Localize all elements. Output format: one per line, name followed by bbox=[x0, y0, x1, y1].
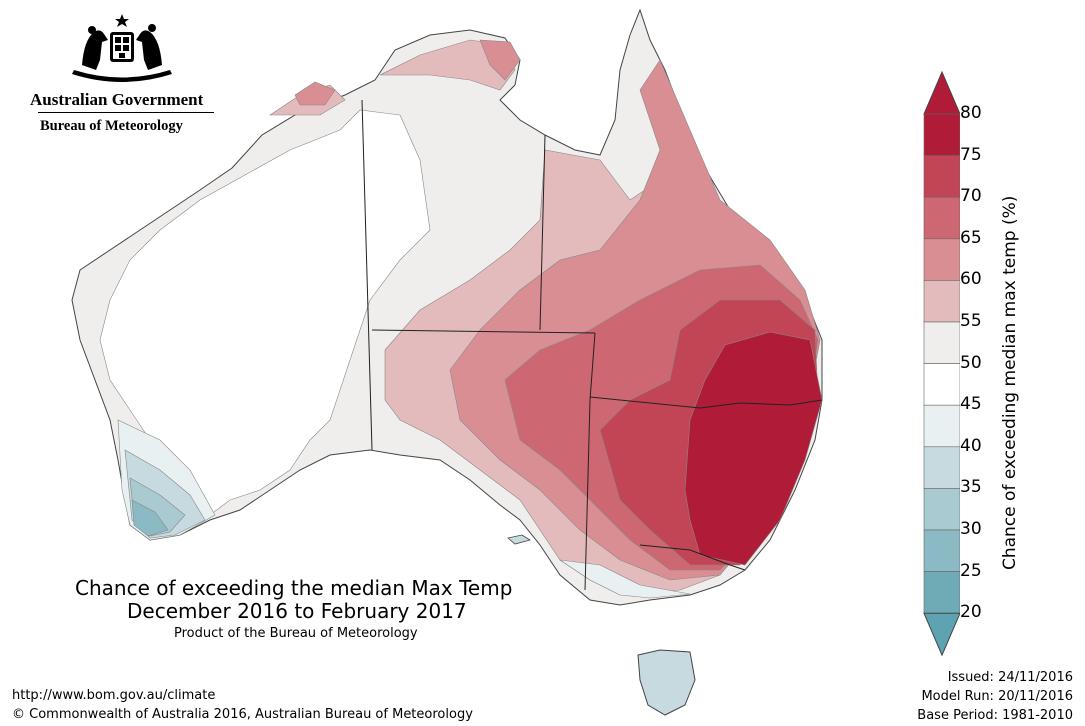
map-period: December 2016 to February 2017 bbox=[127, 599, 467, 623]
colorbar-segment bbox=[923, 238, 960, 281]
base-period: Base Period: 1981-2010 bbox=[917, 708, 1073, 723]
colorbar-tick-label: 45 bbox=[960, 394, 982, 415]
colorbar-tick-label: 40 bbox=[960, 435, 982, 456]
colorbar-segment bbox=[923, 446, 960, 489]
colorbar-tick-label: 70 bbox=[960, 186, 982, 207]
colorbar-tick-label: 55 bbox=[960, 311, 982, 331]
colorbar bbox=[923, 70, 960, 657]
colorbar-tick-label: 75 bbox=[960, 144, 982, 165]
tasmania bbox=[637, 649, 696, 716]
kangaroo-island bbox=[507, 534, 531, 545]
colorbar-segment bbox=[923, 321, 960, 364]
zone-30 bbox=[131, 499, 169, 537]
colorbar-tick-label: 50 bbox=[960, 352, 982, 373]
colorbar-tick-label: 65 bbox=[960, 227, 982, 248]
logo-divider bbox=[38, 112, 214, 113]
colorbar-segment bbox=[923, 529, 960, 572]
colorbar-segment bbox=[923, 113, 960, 156]
colorbar-segment bbox=[923, 196, 960, 240]
colorbar-tick-label: 80 bbox=[960, 103, 982, 123]
zone-65-north bbox=[479, 39, 521, 81]
zone-50 bbox=[99, 109, 431, 516]
zone-60-north bbox=[379, 39, 516, 91]
copyright: © Commonwealth of Australia 2016, Austra… bbox=[12, 707, 473, 722]
government-name: Australian Government bbox=[30, 90, 204, 109]
coat-of-arms-icon bbox=[72, 14, 172, 82]
model-run-date: Model Run: 20/11/2016 bbox=[921, 689, 1073, 704]
bureau-name: Bureau of Meteorology bbox=[40, 118, 183, 134]
issued-date: Issued: 24/11/2016 bbox=[947, 670, 1073, 685]
colorbar-under-arrow bbox=[923, 612, 960, 657]
colorbar-tick-label: 30 bbox=[960, 519, 982, 539]
bom-logo: Australian Government Bureau of Meteorol… bbox=[22, 10, 222, 140]
colorbar-segment bbox=[923, 155, 960, 198]
colorbar-segment bbox=[923, 363, 960, 406]
state-borders bbox=[361, 99, 823, 591]
colorbar-segment bbox=[923, 404, 960, 448]
colorbar-segment bbox=[923, 571, 960, 614]
colorbar-segment bbox=[923, 280, 960, 323]
colorbar-over-arrow bbox=[923, 70, 960, 115]
colorbar-label: Chance of exceeding median max temp (%) bbox=[1000, 195, 1020, 570]
colorbar-tick-label: 25 bbox=[960, 560, 982, 581]
colorbar-tick-label: 35 bbox=[960, 477, 982, 498]
colorbar-tick-label: 20 bbox=[960, 602, 982, 623]
zone-45-south bbox=[559, 559, 691, 599]
source-url[interactable]: http://www.bom.gov.au/climate bbox=[12, 688, 216, 703]
colorbar-segment bbox=[923, 488, 960, 531]
colorbar-tick-label: 60 bbox=[960, 269, 982, 290]
map-title: Chance of exceeding the median Max Temp bbox=[75, 576, 513, 600]
map-subtitle: Product of the Bureau of Meteorology bbox=[174, 626, 418, 641]
zone-65-kimberley bbox=[294, 81, 336, 106]
